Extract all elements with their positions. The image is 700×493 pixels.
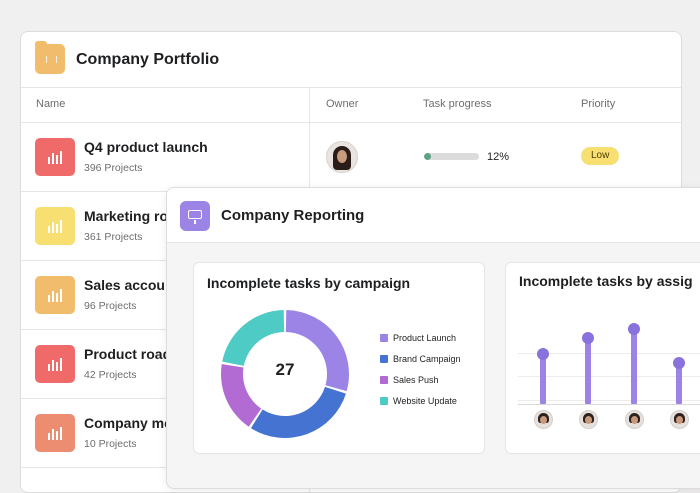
row-project-count: 361 Projects bbox=[84, 231, 143, 243]
task-progress-bar bbox=[424, 153, 479, 160]
reporting-title: Company Reporting bbox=[221, 207, 365, 224]
header-divider bbox=[21, 122, 681, 123]
assignee-avatar[interactable] bbox=[625, 410, 644, 429]
legend-swatch bbox=[380, 397, 388, 405]
row-project-count: 96 Projects bbox=[84, 300, 137, 312]
donut-slice-website-update[interactable] bbox=[222, 310, 285, 366]
row-name: Company me bbox=[84, 415, 172, 431]
grid-line bbox=[518, 400, 700, 401]
lollipop-point[interactable] bbox=[673, 356, 685, 369]
donut-total: 27 bbox=[275, 360, 295, 379]
column-header-name[interactable]: Name bbox=[36, 98, 66, 110]
lollipop-bar[interactable] bbox=[631, 329, 637, 404]
reporting-header: Company Reporting bbox=[167, 188, 700, 243]
owner-avatar[interactable] bbox=[326, 141, 358, 173]
assignee-avatar[interactable] bbox=[579, 410, 598, 429]
column-header-priority[interactable]: Priority bbox=[581, 98, 616, 110]
portfolio-chart-icon bbox=[35, 138, 75, 176]
campaign-chart-card[interactable]: Incomplete tasks by campaign 27 Product … bbox=[193, 262, 485, 454]
row-project-count: 396 Projects bbox=[84, 162, 143, 174]
row-name: Q4 product launch bbox=[84, 139, 208, 155]
reporting-window: Company Reporting Incomplete tasks by ca… bbox=[166, 187, 700, 489]
task-progress-label: 12% bbox=[487, 151, 510, 163]
column-header-owner[interactable]: Owner bbox=[326, 98, 359, 110]
legend-item: Sales Push bbox=[380, 375, 439, 385]
folder-icon bbox=[35, 41, 65, 74]
legend-label: Brand Campaign bbox=[393, 354, 461, 364]
row-name: Marketing ro bbox=[84, 208, 169, 224]
portfolio-chart-icon bbox=[35, 345, 75, 383]
lollipop-bar[interactable] bbox=[676, 362, 682, 404]
donut-slice-brand-campaign[interactable] bbox=[250, 386, 346, 438]
legend-item: Product Launch bbox=[380, 333, 456, 343]
legend-swatch bbox=[380, 376, 388, 384]
assignee-chart-card[interactable]: Incomplete tasks by assig bbox=[505, 262, 700, 454]
task-progress-fill bbox=[424, 153, 431, 160]
grid-line bbox=[518, 376, 700, 377]
legend-item: Brand Campaign bbox=[380, 354, 461, 364]
row-project-count: 10 Projects bbox=[84, 438, 137, 450]
lollipop-point[interactable] bbox=[537, 348, 549, 361]
donut-slice-product-launch[interactable] bbox=[285, 310, 349, 392]
portfolio-chart-icon bbox=[35, 207, 75, 245]
assignee-avatar[interactable] bbox=[670, 410, 689, 429]
row-name: Product road bbox=[84, 346, 172, 362]
lollipop-bar[interactable] bbox=[585, 337, 591, 404]
legend-swatch bbox=[380, 334, 388, 342]
portfolio-title: Company Portfolio bbox=[76, 51, 220, 68]
portfolio-header: Company Portfolio bbox=[21, 32, 681, 88]
donut-chart bbox=[221, 310, 349, 438]
legend-label: Website Update bbox=[393, 396, 457, 406]
legend-swatch bbox=[380, 355, 388, 363]
donut-slice-sales-push[interactable] bbox=[221, 364, 262, 427]
portfolio-chart-icon bbox=[35, 414, 75, 452]
x-axis bbox=[518, 404, 700, 405]
legend-label: Sales Push bbox=[393, 375, 439, 385]
grid-line bbox=[518, 353, 700, 354]
legend-label: Product Launch bbox=[393, 333, 457, 343]
legend-item: Website Update bbox=[380, 396, 457, 406]
row-project-count: 42 Projects bbox=[84, 369, 137, 381]
campaign-chart-title: Incomplete tasks by campaign bbox=[207, 275, 411, 291]
portfolio-chart-icon bbox=[35, 276, 75, 314]
assignee-chart-title: Incomplete tasks by assig bbox=[519, 273, 693, 289]
lollipop-bar[interactable] bbox=[540, 354, 546, 404]
lollipop-point[interactable] bbox=[628, 323, 640, 336]
presentation-icon bbox=[180, 201, 210, 231]
lollipop-point[interactable] bbox=[582, 331, 594, 344]
column-header-task-progress[interactable]: Task progress bbox=[423, 98, 492, 110]
assignee-avatar[interactable] bbox=[534, 410, 553, 429]
row-name: Sales accou bbox=[84, 277, 165, 293]
priority-badge[interactable]: Low bbox=[581, 147, 620, 165]
